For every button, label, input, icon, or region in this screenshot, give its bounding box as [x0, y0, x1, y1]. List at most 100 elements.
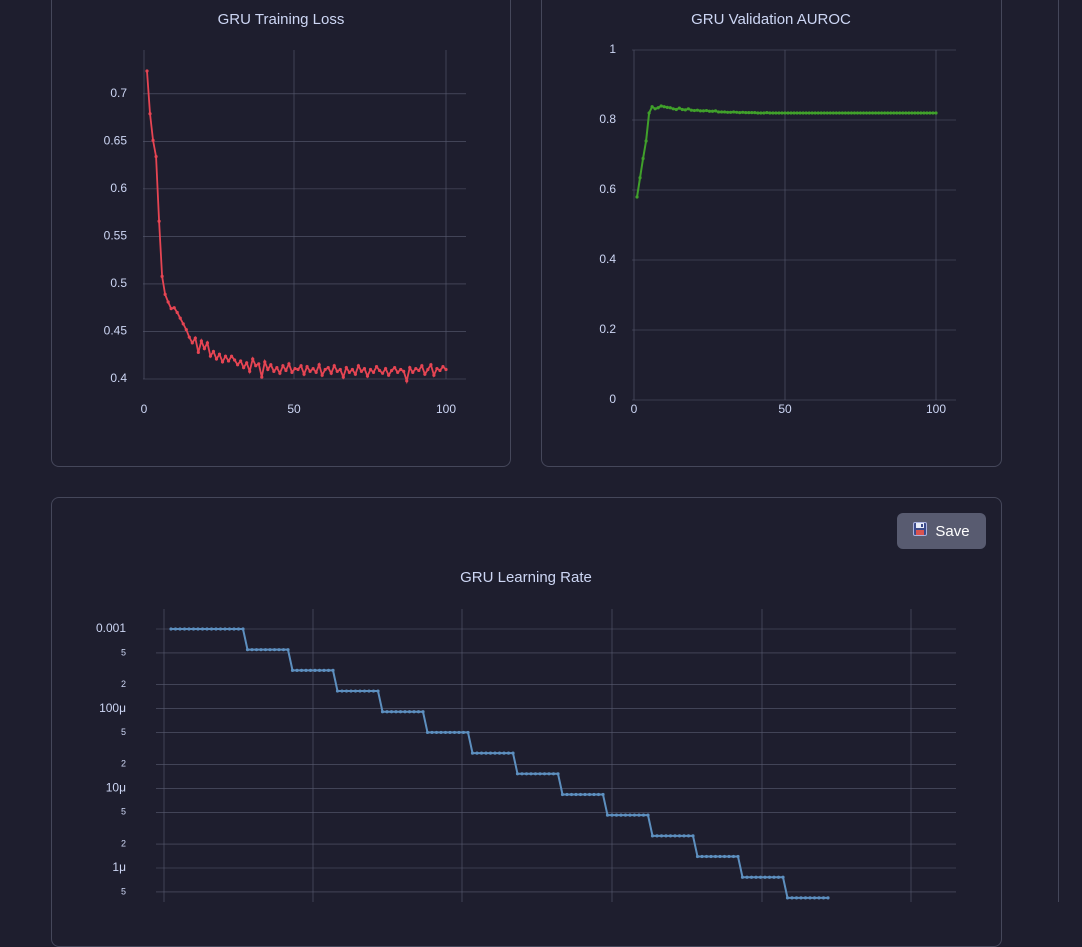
learning-rate-point	[821, 896, 826, 900]
learning-rate-point	[205, 627, 209, 631]
learning-rate-y-tick-label: 5	[121, 727, 126, 737]
learning-rate-y-tick-label: 2	[121, 838, 126, 848]
save-button-label: Save	[935, 522, 970, 540]
learning-rate-point	[718, 854, 722, 859]
training-loss-point	[202, 346, 206, 351]
training-loss-point	[338, 367, 342, 372]
page-right-divider	[1058, 0, 1059, 902]
learning-rate-point	[389, 710, 394, 714]
validation-auroc-point	[677, 106, 681, 110]
validation-auroc-point	[716, 110, 721, 114]
training-loss-point	[239, 359, 243, 363]
validation-auroc-point	[928, 111, 932, 115]
training-loss-point	[242, 365, 246, 370]
validation-auroc-point	[870, 111, 875, 115]
validation-auroc-y-tick-label: 0.4	[599, 252, 616, 266]
chart-card-validation-auroc	[541, 0, 1002, 467]
training-loss-point	[166, 300, 170, 304]
learning-rate-point	[461, 730, 466, 735]
learning-rate-point	[713, 854, 718, 859]
learning-rate-point	[776, 875, 781, 879]
learning-rate-point	[394, 710, 398, 714]
training-loss-point	[368, 367, 373, 372]
learning-rate-point	[794, 896, 799, 900]
validation-auroc-point	[638, 176, 642, 180]
learning-rate-point	[826, 896, 830, 900]
validation-auroc-point	[898, 111, 902, 115]
training-loss-point	[317, 363, 321, 367]
training-loss-point	[278, 371, 282, 375]
learning-rate-point	[808, 896, 812, 900]
learning-rate-y-tick-label: 1μ	[112, 860, 126, 874]
learning-rate-point	[218, 627, 223, 631]
validation-auroc-point	[801, 111, 805, 115]
training-loss-point	[205, 341, 210, 345]
save-button[interactable]: Save	[897, 513, 986, 549]
validation-auroc-point	[843, 111, 848, 115]
training-loss-point	[287, 362, 291, 366]
learning-rate-point	[191, 627, 196, 631]
training-loss-title: GRU Training Loss	[218, 11, 345, 28]
training-loss-point	[229, 354, 234, 358]
validation-auroc-point	[695, 108, 700, 112]
training-loss-point	[172, 306, 176, 310]
validation-auroc-y-tick-label: 0.6	[599, 182, 616, 196]
training-loss-point	[284, 368, 288, 373]
training-loss-point	[432, 373, 436, 377]
validation-auroc-point	[834, 111, 838, 115]
training-loss-point	[251, 357, 255, 361]
validation-auroc-point	[656, 106, 660, 110]
validation-auroc-point	[916, 111, 920, 115]
validation-auroc-point	[774, 111, 778, 115]
validation-auroc-point	[798, 111, 802, 115]
training-loss-point	[193, 336, 197, 340]
learning-rate-point	[704, 854, 709, 859]
training-loss-point	[387, 373, 391, 377]
learning-rate-point	[497, 751, 502, 755]
learning-rate-point	[439, 730, 443, 735]
learning-rate-chart: GRU Learning Rate 0.001 5 2 100μ 5 2 10μ 5 2 1μ 5	[96, 569, 956, 902]
learning-rate-point	[781, 875, 785, 879]
training-loss-point	[335, 369, 339, 373]
validation-auroc-point	[934, 111, 938, 115]
learning-rate-point	[803, 896, 808, 900]
learning-rate-y-tick-label: 2	[121, 759, 126, 769]
learning-rate-point	[551, 772, 556, 776]
learning-rate-point	[317, 668, 322, 672]
validation-auroc-point	[849, 111, 854, 115]
training-loss-point	[411, 370, 415, 374]
validation-auroc-point	[698, 109, 703, 113]
validation-auroc-point	[753, 111, 757, 115]
validation-auroc-point	[810, 111, 814, 115]
learning-rate-point	[682, 834, 686, 838]
training-loss-point	[341, 375, 345, 379]
validation-auroc-point	[707, 109, 712, 113]
learning-rate-point	[182, 627, 187, 631]
learning-rate-point	[569, 792, 574, 797]
learning-rate-point	[673, 834, 677, 838]
learning-rate-y-tick-label: 2	[121, 679, 126, 689]
learning-rate-point	[326, 668, 331, 672]
learning-rate-point	[290, 668, 295, 672]
learning-rate-point	[196, 627, 200, 631]
training-loss-y-tick-label: 0.6	[110, 181, 127, 195]
learning-rate-point	[475, 751, 479, 755]
validation-auroc-point	[852, 111, 857, 115]
learning-rate-point	[430, 730, 434, 735]
training-loss-point	[402, 369, 406, 373]
training-loss-point	[190, 341, 194, 345]
learning-rate-point	[412, 710, 416, 714]
training-loss-point	[163, 292, 167, 296]
learning-rate-point	[524, 772, 529, 776]
validation-auroc-point	[686, 107, 690, 111]
validation-auroc-x-tick-label: 50	[778, 402, 792, 416]
validation-auroc-point	[925, 111, 929, 115]
learning-rate-point	[695, 854, 700, 859]
learning-rate-point	[209, 627, 214, 631]
validation-auroc-point	[780, 111, 784, 115]
learning-rate-point	[466, 730, 470, 735]
training-loss-point	[311, 366, 315, 371]
learning-rate-point	[628, 813, 632, 817]
training-loss-point	[214, 357, 219, 361]
validation-auroc-point	[671, 107, 675, 111]
